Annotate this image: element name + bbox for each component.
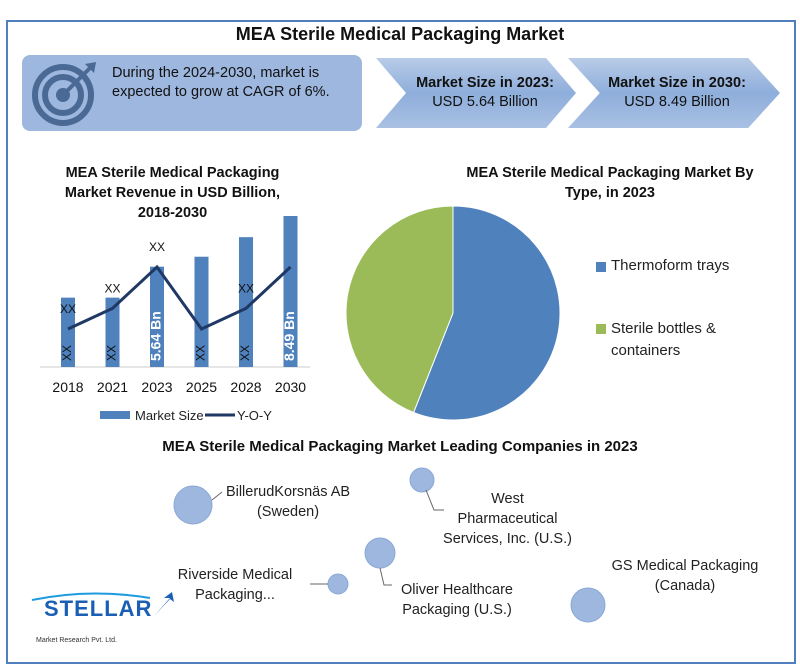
x-tick-2028: 2028 (230, 379, 261, 395)
bar-chart: XX 2018 XX XX 2021 XX 5.64 Bn 2023 XX XX 2025 XX 202… (40, 216, 310, 423)
bar-label-2030: 8.49 Bn (281, 311, 297, 361)
bar-2023 (150, 266, 164, 367)
bubble-billerud (173, 485, 213, 525)
x-tick-2025: 2025 (186, 379, 217, 395)
bar-2025 (194, 256, 209, 367)
legend-thermoform: Thermoform trays (611, 257, 730, 274)
market-2030-value: USD 8.49 Billion (624, 94, 730, 110)
yoy-label-2028: XX (238, 281, 254, 295)
market-2023-value: USD 5.64 Billion (432, 94, 538, 110)
company-gs: GS Medical Packaging (Canada) (611, 558, 759, 594)
pie-chart (345, 205, 561, 421)
bar-label-2025: XX (194, 345, 208, 361)
legend-swatch-bottles (596, 324, 606, 334)
target-icon (32, 62, 96, 126)
market-2023-label: Market Size in 2023: (416, 75, 554, 91)
arrow-2023 (376, 58, 576, 128)
x-tick-2021: 2021 (97, 379, 128, 395)
cagr-text: During the 2024-2030, market is expected… (112, 65, 330, 100)
arrow-2030 (568, 58, 780, 128)
legend-swatch-market-size (100, 411, 130, 419)
x-tick-2030: 2030 (275, 379, 306, 395)
company-west: West Pharmaceutical Services, Inc. (U.S.… (443, 491, 572, 547)
bar-label-2018: XX (60, 345, 74, 361)
legend-swatch-thermoform (596, 262, 606, 272)
companies-title: MEA Sterile Medical Packaging Market Lea… (162, 438, 638, 455)
frame (6, 20, 796, 664)
x-tick-2023: 2023 (141, 379, 172, 395)
bubble-gs (570, 587, 606, 623)
bar-chart-title: MEA Sterile Medical Packaging Market Rev… (64, 165, 281, 221)
page-title: MEA Sterile Medical Packaging Market (235, 24, 565, 44)
pie-slice-1 (345, 205, 454, 414)
company-oliver: Oliver Healthcare Packaging (U.S.) (400, 582, 513, 618)
legend-bottles: Sterile bottles & containers (611, 320, 717, 359)
bar-label-2021: XX (105, 345, 119, 361)
bar-2030 (283, 216, 298, 367)
x-tick-2018: 2018 (52, 379, 83, 395)
bar-2018 (61, 297, 75, 367)
bubble-oliver (364, 537, 396, 569)
pie-slice-0 (412, 205, 561, 421)
bar-label-2028: XX (238, 345, 252, 361)
logo-subtitle: Market Research Pvt. Ltd. (36, 637, 117, 644)
market-2030-label: Market Size in 2030: (608, 75, 746, 91)
yoy-label-2023: XX (149, 240, 165, 254)
company-riverside: Riverside Medical Packaging... (177, 567, 293, 603)
pie-chart-title: MEA Sterile Medical Packaging Market By … (466, 165, 754, 201)
yoy-line (67, 264, 292, 331)
bubble-riverside (327, 573, 349, 595)
bar-2028 (239, 237, 253, 367)
company-billerud: BillerudKorsnäs AB (Sweden) (225, 484, 351, 520)
stellar-logo: STELLAR (31, 592, 174, 620)
yoy-label-2018: XX (60, 302, 76, 316)
legend-yoy: Y-O-Y (237, 408, 272, 423)
bubble-west (409, 467, 435, 493)
bar-2021 (105, 297, 120, 367)
svg-text:STELLAR: STELLAR (44, 596, 152, 620)
bar-label-2023: 5.64 Bn (148, 311, 164, 361)
company-bubbles (173, 467, 606, 623)
legend-market-size: Market Size (135, 408, 204, 423)
yoy-label-2021: XX (104, 281, 120, 295)
